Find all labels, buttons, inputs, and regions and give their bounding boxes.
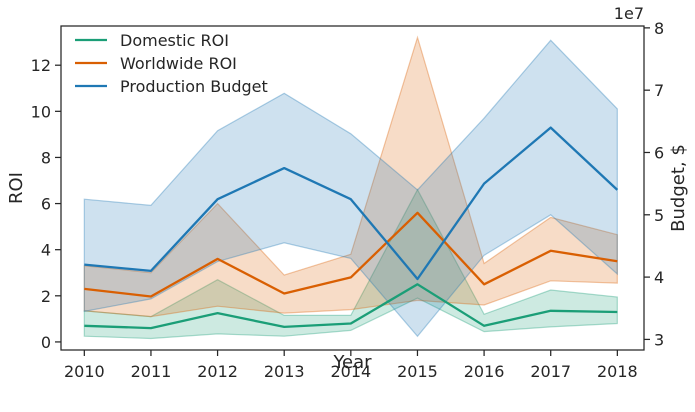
x-tick-label: 2015 (397, 362, 438, 381)
y-tick-label: 0 (41, 333, 51, 352)
legend-label-domestic-roi: Domestic ROI (120, 31, 229, 50)
y2-tick-label: 5 (654, 206, 664, 225)
y2-tick-label: 6 (654, 143, 664, 162)
y2-tick-label: 7 (654, 81, 664, 100)
y2-tick-label: 8 (654, 19, 664, 38)
x-tick-label: 2018 (597, 362, 638, 381)
x-tick-label: 2016 (464, 362, 505, 381)
y-tick-label: 12 (31, 56, 51, 75)
x-tick-label: 2012 (197, 362, 238, 381)
y-tick-label: 8 (41, 148, 51, 167)
y2-tick-label: 4 (654, 268, 664, 287)
x-tick-label: 2017 (530, 362, 571, 381)
x-tick-label: 2013 (264, 362, 305, 381)
y-tick-label: 4 (41, 241, 51, 260)
y-tick-label: 2 (41, 287, 51, 306)
legend-label-production-budget: Production Budget (120, 77, 268, 96)
y-axis-label: ROI (6, 172, 27, 204)
x-axis-label: Year (332, 352, 372, 373)
legend: Domestic ROI Worldwide ROI Production Budg… (75, 31, 268, 96)
y2-offset-label: 1e7 (614, 4, 644, 23)
x-tick-label: 2011 (131, 362, 172, 381)
x-tick-label: 2010 (64, 362, 105, 381)
y2-tick-label: 3 (654, 330, 664, 349)
y-tick-label: 6 (41, 195, 51, 214)
y2-axis-label: Budget, $ (668, 144, 689, 232)
legend-label-worldwide-roi: Worldwide ROI (120, 54, 237, 73)
y-tick-label: 10 (31, 102, 51, 121)
